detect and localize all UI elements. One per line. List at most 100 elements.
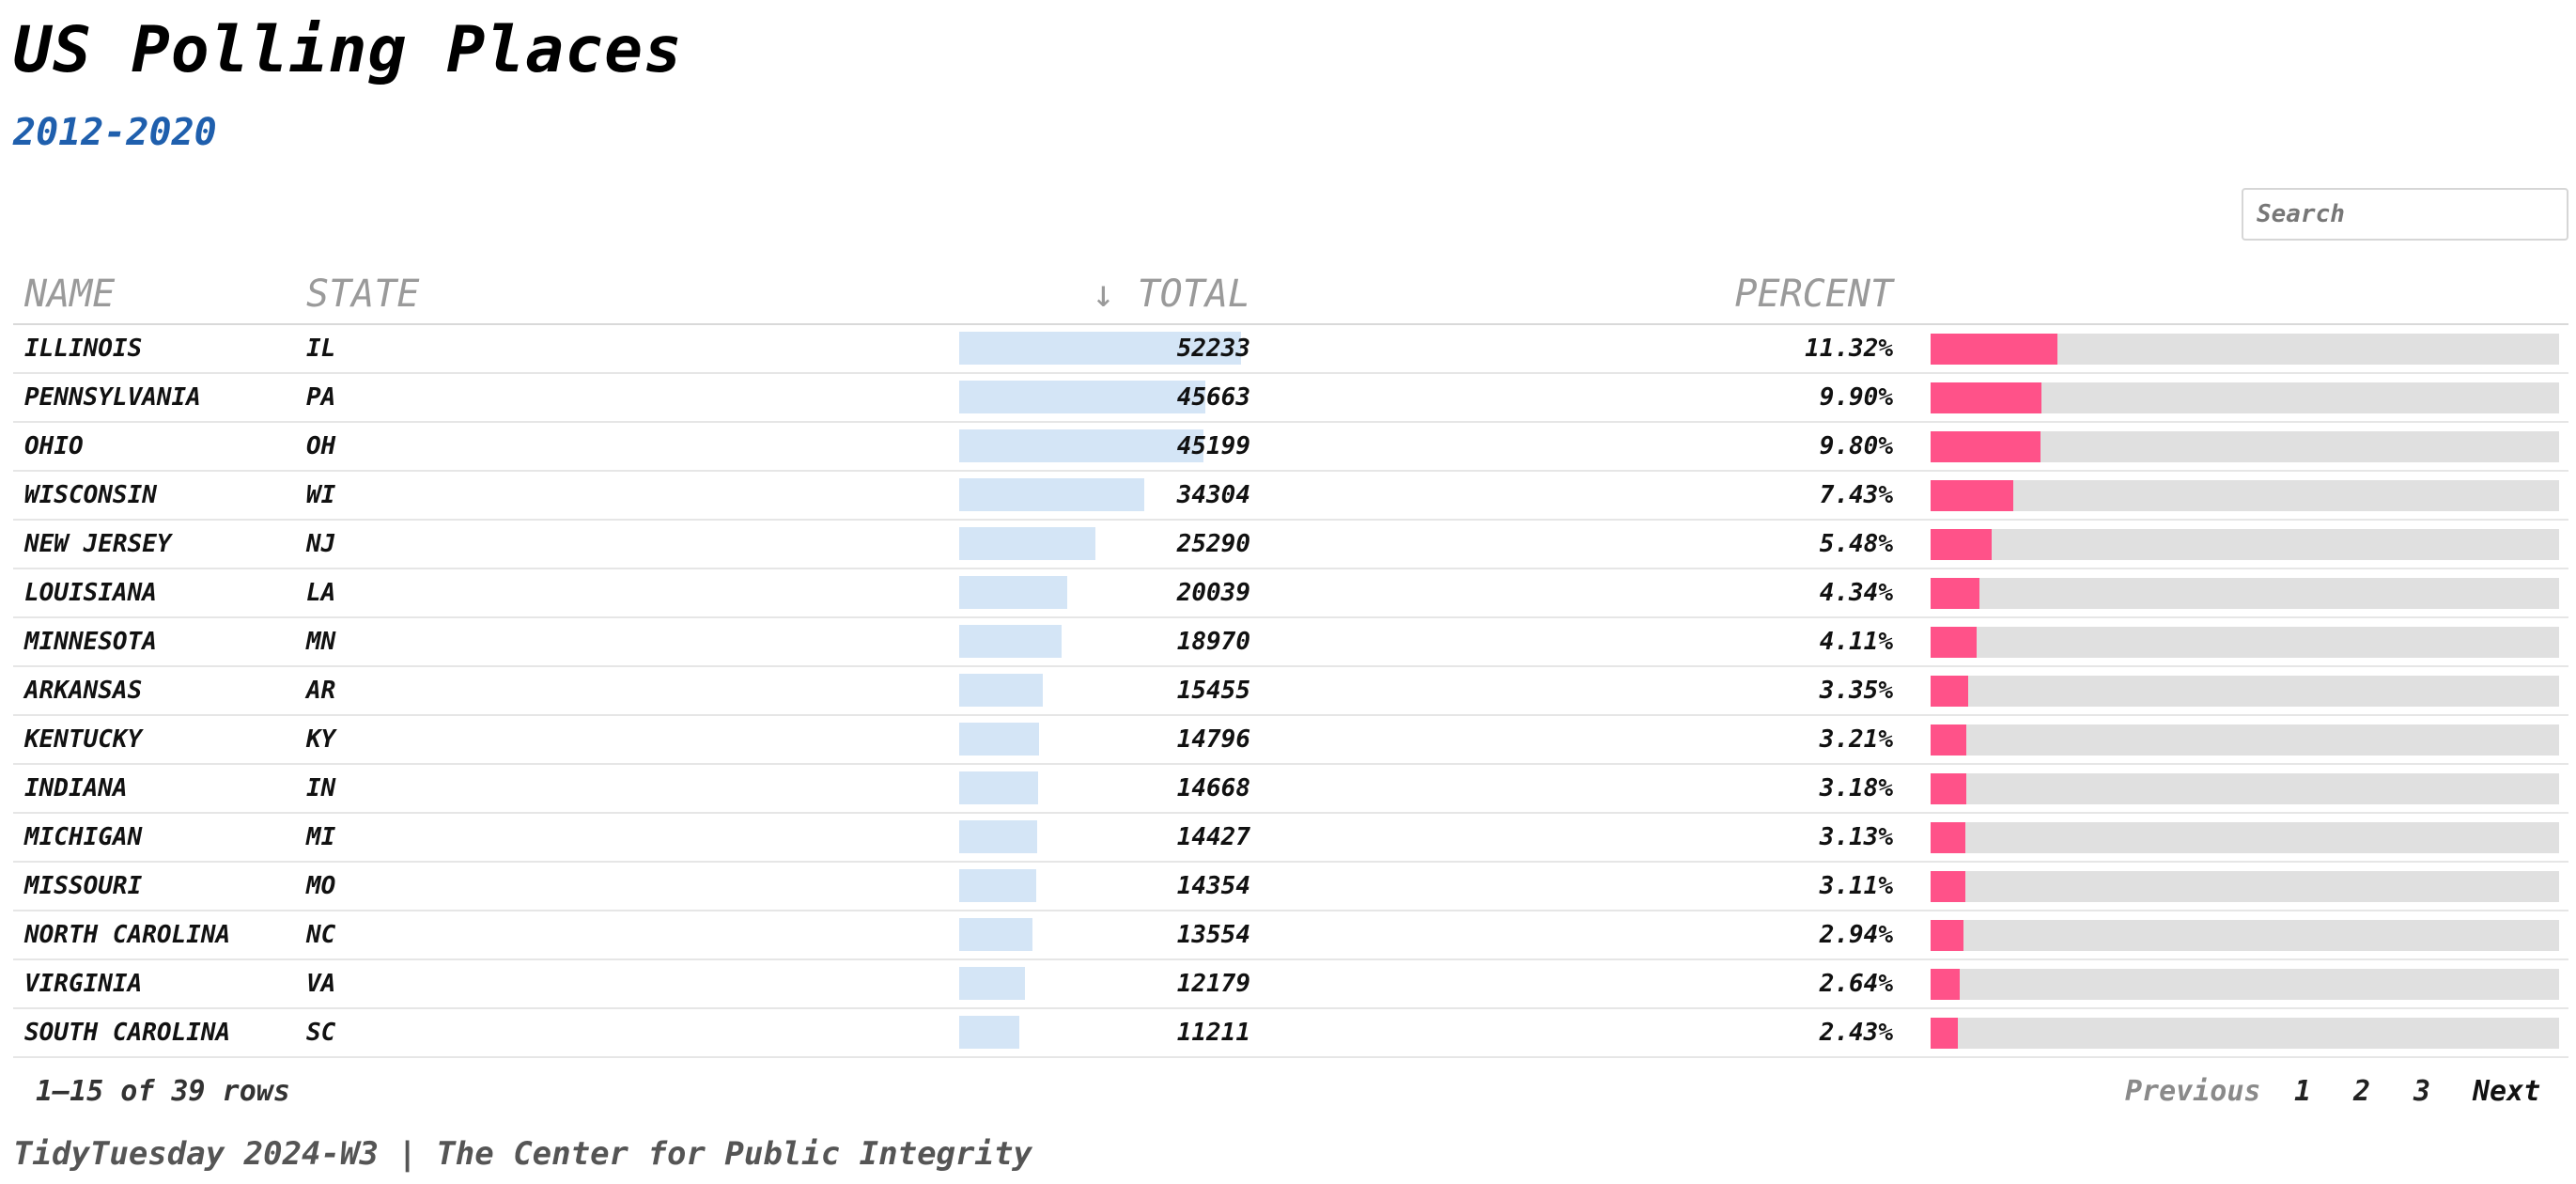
cell-percent: 3.11% (1819, 872, 1893, 900)
total-bar (959, 381, 1205, 413)
cell-state: VA (306, 970, 336, 998)
column-header-state[interactable]: STATE (306, 273, 420, 316)
percent-bar-track (1931, 382, 2559, 413)
percent-bar-track (1931, 480, 2559, 511)
total-bar (959, 332, 1241, 365)
cell-state: IN (306, 774, 336, 802)
total-bar (959, 674, 1043, 707)
total-bar (959, 429, 1203, 462)
percent-bar-fill (1931, 1018, 1958, 1049)
total-bar (959, 869, 1036, 902)
table-row: VIRGINIA VA 12179 2.64% (13, 960, 2568, 1009)
cell-total: 34304 (1176, 481, 1250, 509)
cell-total: 18970 (1176, 628, 1250, 656)
column-header-percent[interactable]: PERCENT (1734, 273, 1893, 316)
cell-state: MN (306, 628, 336, 656)
table-row: NORTH CAROLINA NC 13554 2.94% (13, 911, 2568, 960)
cell-percent: 2.64% (1819, 970, 1893, 998)
percent-bar-fill (1931, 578, 1979, 609)
page-subtitle: 2012-2020 (13, 111, 217, 154)
table-row: MINNESOTA MN 18970 4.11% (13, 618, 2568, 667)
cell-state: MO (306, 872, 336, 900)
cell-state: SC (306, 1019, 336, 1047)
cell-name: PENNSYLVANIA (24, 383, 201, 412)
pagination: Previous 1 2 3 Next (2125, 1075, 2576, 1113)
rows-count-info: 1–15 of 39 rows (36, 1075, 290, 1108)
page-button-1[interactable]: 1 (2294, 1075, 2312, 1108)
table-row: MISSOURI MO 14354 3.11% (13, 863, 2568, 911)
percent-bar-track (1931, 871, 2559, 902)
percent-bar-track (1931, 724, 2559, 756)
cell-name: OHIO (24, 432, 84, 460)
percent-bar-fill (1931, 431, 2041, 462)
total-bar (959, 527, 1095, 560)
cell-state: KY (306, 725, 336, 754)
table-row: KENTUCKY KY 14796 3.21% (13, 716, 2568, 765)
percent-bar-fill (1931, 480, 2013, 511)
cell-total: 15455 (1176, 677, 1250, 705)
table-body: ILLINOIS IL 52233 11.32% PENNSYLVANIA PA 45663… (13, 325, 2568, 1058)
column-header-total[interactable]: ↓ TOTAL (1092, 273, 1250, 316)
cell-name: WISCONSIN (24, 481, 157, 509)
table-row: PENNSYLVANIA PA 45663 9.90% (13, 374, 2568, 423)
cell-state: IL (306, 335, 336, 363)
percent-bar-fill (1931, 627, 1977, 658)
cell-total: 20039 (1176, 579, 1250, 607)
page-title: US Polling Places (13, 13, 683, 87)
percent-bar-fill (1931, 871, 1965, 902)
table-row: ILLINOIS IL 52233 11.32% (13, 325, 2568, 374)
data-table: NAME STATE ↓ TOTAL PERCENT ILLINOIS IL 522… (13, 265, 2568, 1058)
cell-state: PA (306, 383, 336, 412)
cell-total: 12179 (1176, 970, 1250, 998)
cell-state: OH (306, 432, 336, 460)
percent-bar-fill (1931, 724, 1966, 756)
percent-bar-fill (1931, 529, 1992, 560)
percent-bar-track (1931, 773, 2559, 804)
table-row: NEW JERSEY NJ 25290 5.48% (13, 521, 2568, 569)
cell-state: NJ (306, 530, 336, 558)
cell-name: NORTH CAROLINA (24, 921, 231, 949)
previous-page-button[interactable]: Previous (2125, 1075, 2261, 1108)
search-input[interactable] (2242, 188, 2568, 241)
cell-total: 11211 (1176, 1019, 1250, 1047)
page-button-3[interactable]: 3 (2413, 1075, 2431, 1108)
cell-name: ILLINOIS (24, 335, 143, 363)
cell-percent: 11.32% (1805, 335, 1893, 363)
cell-percent: 2.43% (1819, 1019, 1893, 1047)
cell-state: AR (306, 677, 336, 705)
cell-total: 14668 (1176, 774, 1250, 802)
percent-bar-track (1931, 627, 2559, 658)
table-row: WISCONSIN WI 34304 7.43% (13, 472, 2568, 521)
page-button-2[interactable]: 2 (2353, 1075, 2371, 1108)
percent-bar-track (1931, 529, 2559, 560)
cell-total: 14796 (1176, 725, 1250, 754)
percent-bar-track (1931, 969, 2559, 1000)
cell-name: MINNESOTA (24, 628, 157, 656)
cell-name: NEW JERSEY (24, 530, 172, 558)
cell-total: 13554 (1176, 921, 1250, 949)
cell-percent: 7.43% (1819, 481, 1893, 509)
cell-percent: 3.21% (1819, 725, 1893, 754)
cell-total: 25290 (1176, 530, 1250, 558)
cell-name: KENTUCKY (24, 725, 143, 754)
cell-name: LOUISIANA (24, 579, 157, 607)
total-bar (959, 723, 1039, 756)
table-row: LOUISIANA LA 20039 4.34% (13, 569, 2568, 618)
total-bar (959, 1016, 1019, 1049)
total-bar (959, 478, 1144, 511)
percent-bar-fill (1931, 969, 1960, 1000)
cell-state: LA (306, 579, 336, 607)
next-page-button[interactable]: Next (2473, 1075, 2541, 1108)
percent-bar-fill (1931, 773, 1966, 804)
total-bar (959, 576, 1067, 609)
cell-total: 14354 (1176, 872, 1250, 900)
cell-percent: 4.34% (1819, 579, 1893, 607)
cell-total: 14427 (1176, 823, 1250, 851)
percent-bar-fill (1931, 334, 2057, 365)
percent-bar-fill (1931, 920, 1963, 951)
cell-percent: 3.18% (1819, 774, 1893, 802)
column-header-name[interactable]: NAME (24, 273, 116, 316)
cell-name: ARKANSAS (24, 677, 143, 705)
cell-total: 52233 (1176, 335, 1250, 363)
total-bar (959, 771, 1038, 804)
